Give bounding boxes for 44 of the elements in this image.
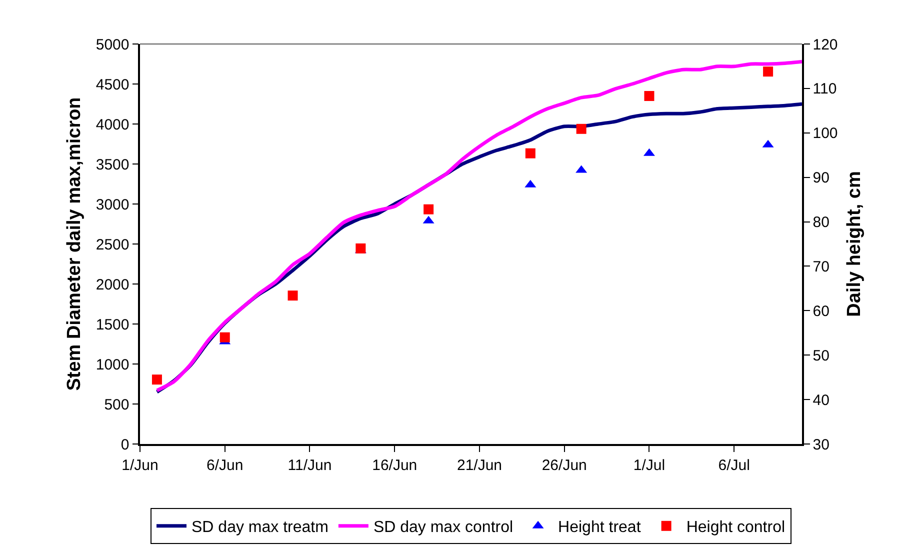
y-tick-label: 1500 xyxy=(96,316,130,334)
y2-tick-label: 90 xyxy=(812,170,830,187)
y-tick-label: 4000 xyxy=(96,116,130,134)
point xyxy=(220,332,230,342)
legend-label: Height treat xyxy=(558,519,642,536)
y2-tick-label: 30 xyxy=(812,436,830,454)
y2-tick-label: 100 xyxy=(812,125,838,142)
point xyxy=(763,66,774,77)
y-tick-label: 3000 xyxy=(96,196,130,214)
x-tick-label: 1/Jul xyxy=(633,456,666,474)
x-tick-label: 21/Jun xyxy=(456,456,502,474)
x-tick-label: 6/Jun xyxy=(206,456,244,474)
x-tick-label: 1/Jun xyxy=(122,456,158,474)
point xyxy=(288,290,298,301)
legend-label: Height control xyxy=(686,519,786,536)
point xyxy=(424,204,434,214)
y2-tick-label: 80 xyxy=(812,214,830,232)
y2-tick-label: 40 xyxy=(812,392,830,409)
y2-axis-title: Daily height, cm xyxy=(844,171,866,317)
y-tick-label: 4500 xyxy=(96,76,130,94)
legend-label: SD day max control xyxy=(373,519,514,536)
x-tick-label: 26/Jun xyxy=(542,456,587,474)
point xyxy=(525,148,536,158)
y-tick-label: 5000 xyxy=(96,36,130,54)
y-tick-label: 1000 xyxy=(96,356,130,374)
y2-tick-label: 120 xyxy=(812,36,838,54)
y-tick-label: 2000 xyxy=(96,276,130,294)
point xyxy=(356,243,366,254)
x-tick-label: 11/Jun xyxy=(288,456,332,474)
legend-label: SD day max treatm xyxy=(192,519,328,536)
point xyxy=(152,374,162,385)
y-tick-label: 0 xyxy=(120,436,130,454)
y-tick-label: 500 xyxy=(104,396,130,414)
y-axis-title: Stem Diameter daily max,micron xyxy=(64,97,86,391)
y-tick-label: 2500 xyxy=(96,236,130,254)
y2-tick-label: 70 xyxy=(812,258,830,276)
x-tick-label: 16/Jun xyxy=(372,456,418,474)
y2-tick-label: 50 xyxy=(812,347,830,364)
point xyxy=(576,124,586,134)
point xyxy=(644,91,654,101)
y-tick-label: 3500 xyxy=(96,156,130,174)
y2-tick-label: 60 xyxy=(812,302,830,320)
y2-tick-label: 110 xyxy=(812,80,837,98)
x-tick-label: 6/Jul xyxy=(718,456,750,474)
